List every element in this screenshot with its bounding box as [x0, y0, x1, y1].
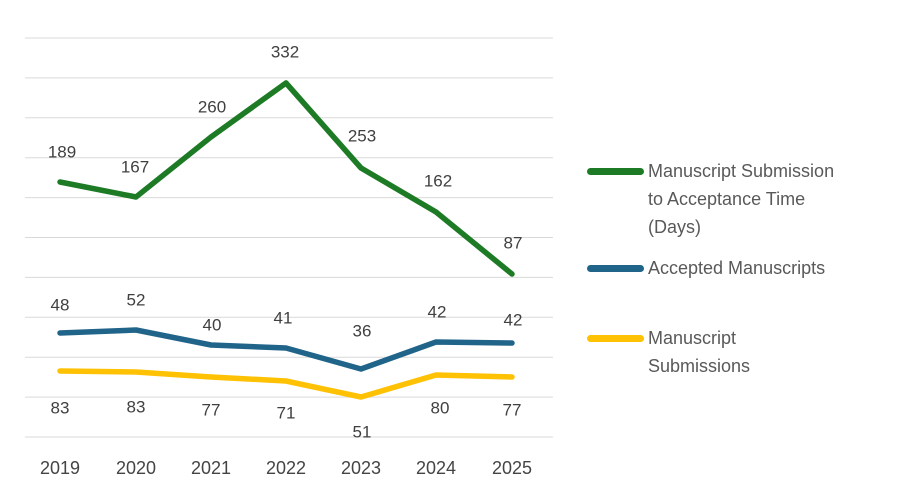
data-label: 77 [503, 401, 522, 420]
data-label: 83 [127, 398, 146, 417]
data-label: 253 [348, 127, 376, 146]
legend-item-manuscript-submissions: Manuscript Submissions [587, 324, 843, 380]
legend-marker-green-line [587, 168, 644, 175]
data-label: 52 [127, 291, 146, 310]
series-line-1 [57, 327, 515, 372]
x-axis-label: 2021 [191, 458, 231, 478]
legend-item-submission-to-acceptance-time: Manuscript Submission to Acceptance Time… [587, 157, 843, 241]
x-axis-label: 2024 [416, 458, 456, 478]
data-label: 40 [203, 316, 222, 335]
x-axis-label: 2023 [341, 458, 381, 478]
data-label: 71 [277, 404, 296, 423]
series-line-2 [57, 368, 515, 400]
legend-marker-yellow-line [587, 335, 644, 342]
data-label: 77 [202, 401, 221, 420]
legend-label-manuscript-submissions: Manuscript Submissions [648, 328, 751, 376]
data-label: 42 [504, 311, 523, 330]
data-label: 162 [424, 172, 452, 191]
data-label: 332 [271, 43, 299, 62]
data-label: 42 [428, 303, 447, 322]
legend-label-accepted-manuscripts: Accepted Manuscripts [648, 258, 826, 278]
data-label: 83 [51, 399, 70, 418]
data-label: 36 [353, 322, 372, 341]
data-label: 167 [121, 158, 149, 177]
data-label: 41 [274, 309, 293, 328]
legend-marker-blue-line [587, 265, 644, 272]
data-label: 260 [198, 98, 226, 117]
series-line-0 [57, 80, 515, 277]
data-label: 48 [51, 296, 70, 315]
data-label: 189 [48, 143, 76, 162]
data-label: 51 [353, 423, 372, 442]
x-axis-label: 2020 [116, 458, 156, 478]
x-axis-label: 2019 [40, 458, 80, 478]
x-axis-label: 2025 [492, 458, 532, 478]
legend-item-accepted-manuscripts: Accepted Manuscripts [587, 254, 843, 282]
legend-label-submission-to-acceptance-time: Manuscript Submission to Acceptance Time… [648, 161, 835, 237]
chart-legend: Manuscript Submission to Acceptance Time… [587, 157, 843, 380]
x-axis-label: 2022 [266, 458, 306, 478]
data-label: 87 [504, 234, 523, 253]
data-label: 80 [431, 399, 450, 418]
